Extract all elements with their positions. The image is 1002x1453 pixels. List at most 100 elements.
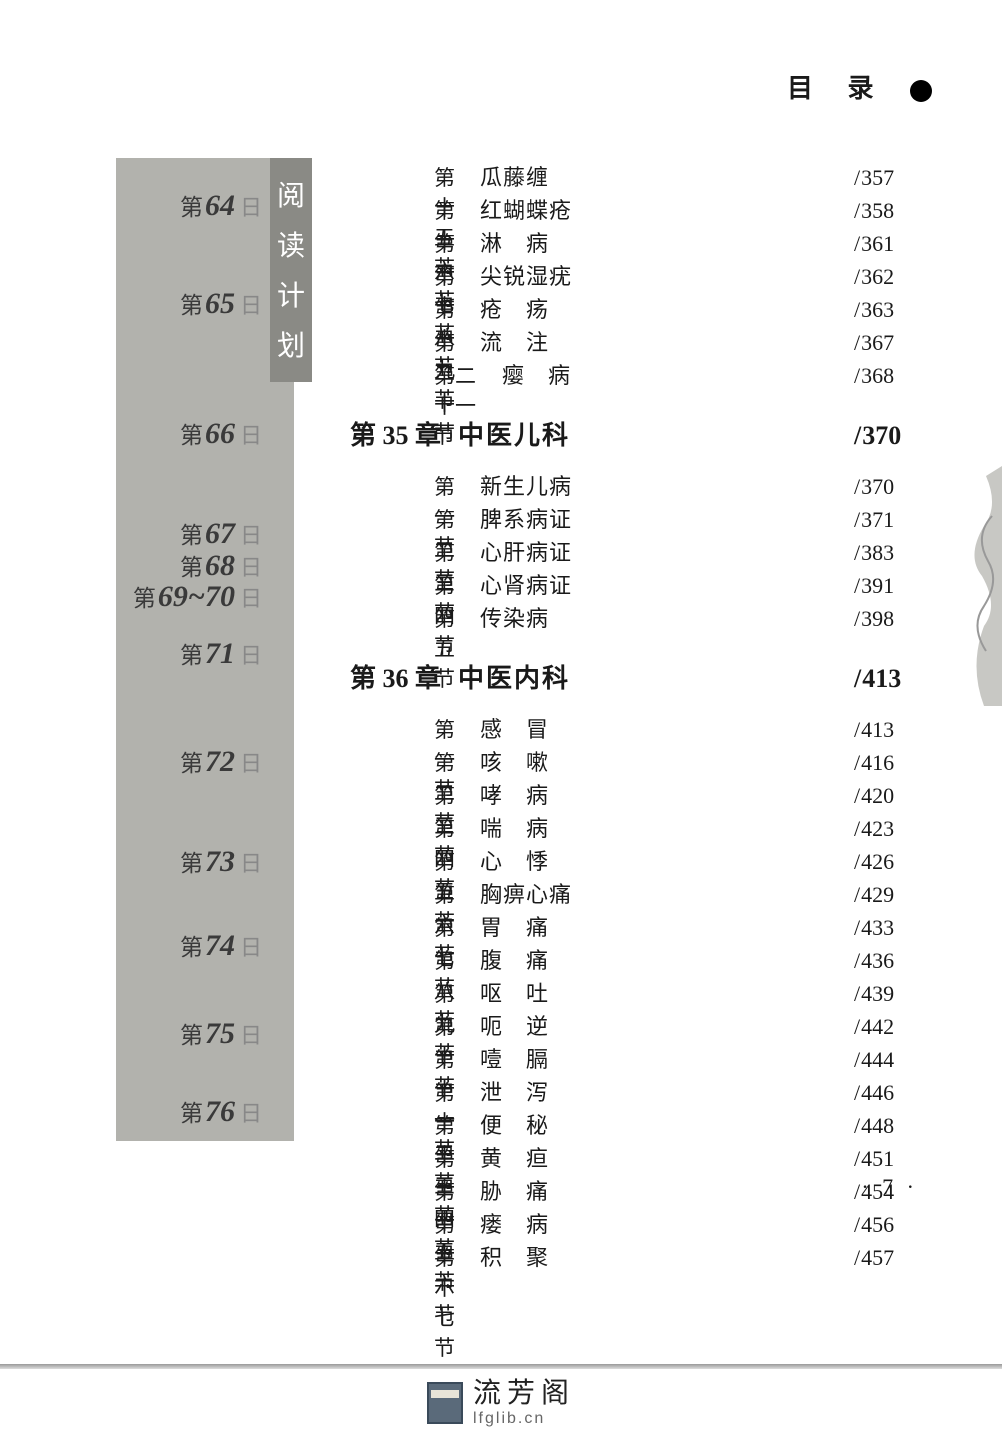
section-page: /446: [854, 1080, 930, 1106]
toc-section-row: 第十五节 胁 痛 /454: [350, 1174, 930, 1207]
toc-section-row: 第五节 传染病 /398: [350, 601, 930, 634]
day-number: 74: [205, 929, 235, 962]
section-page: /439: [854, 981, 930, 1007]
toc-section-row: 第十七节 淋 病 /361: [350, 226, 930, 259]
section-page: /429: [854, 882, 930, 908]
section-title: 感 冒: [462, 712, 854, 744]
section-page: /357: [854, 165, 930, 191]
day-number: 72: [205, 745, 235, 778]
reading-day-item: 第73日: [180, 844, 262, 879]
section-page: /391: [854, 573, 930, 599]
toc-chapter-row: 第 35 章 中医儿科 /370: [350, 415, 930, 459]
day-prefix: 第: [133, 586, 156, 611]
day-suffix: 日: [240, 935, 262, 960]
section-page: /457: [854, 1245, 930, 1271]
section-title: 胁 痛: [462, 1174, 854, 1206]
sidebar-tab-char: 计: [270, 272, 312, 322]
chapter-title: 中医儿科: [458, 415, 854, 452]
section-page: /371: [854, 507, 930, 533]
section-title: 胃 痛: [462, 910, 854, 942]
day-suffix: 日: [240, 523, 262, 548]
day-prefix: 第: [180, 643, 203, 668]
reading-day-item: 第74日: [180, 928, 262, 963]
section-title: 喘 病: [462, 811, 854, 843]
section-title: 新生儿病: [462, 469, 854, 501]
toc-section-row: 第四节 喘 病 /423: [350, 811, 930, 844]
book-icon: [427, 1382, 463, 1424]
day-number: 75: [205, 1017, 235, 1050]
section-title: 呃 逆: [462, 1009, 854, 1041]
footer-branding: 流芳阁 lfglib.cn: [427, 1379, 575, 1427]
section-page: /361: [854, 231, 930, 257]
section-title: 胸痹心痛: [462, 877, 854, 909]
section-page: /370: [854, 474, 930, 500]
day-suffix: 日: [240, 851, 262, 876]
toc-section-row: 第十一节 噎 膈 /444: [350, 1042, 930, 1075]
toc-section-row: 第三节 哮 病 /420: [350, 778, 930, 811]
section-page: /451: [854, 1146, 930, 1172]
section-label: 第十七节: [350, 1242, 462, 1362]
toc-section-row: 第十九节 疮 疡 /363: [350, 292, 930, 325]
section-page: /420: [854, 783, 930, 809]
reading-plan-sidebar: 阅读计划 第64日第65日第66日第67日第68日第69~70日第71日第72日…: [116, 158, 294, 1141]
section-title: 泄 泻: [462, 1075, 854, 1107]
reading-day-item: 第64日: [180, 188, 262, 223]
footer-text: 流芳阁 lfglib.cn: [473, 1379, 575, 1427]
header-dot-icon: [910, 80, 932, 102]
section-title: 瘿 病: [484, 358, 854, 390]
chapter-label: 第 35 章: [350, 415, 458, 452]
day-suffix: 日: [240, 555, 262, 580]
section-page: /436: [854, 948, 930, 974]
section-title: 心肾病证: [462, 568, 854, 600]
day-prefix: 第: [180, 935, 203, 960]
section-title: 咳 嗽: [462, 745, 854, 777]
day-number: 66: [205, 417, 235, 450]
section-title: 心 悸: [462, 844, 854, 876]
day-prefix: 第: [180, 195, 203, 220]
page-header: 目 录: [787, 68, 932, 105]
toc-section-row: 第二节 脾系病证 /371: [350, 502, 930, 535]
section-title: 红蝴蝶疮: [462, 193, 854, 225]
day-suffix: 日: [240, 586, 262, 611]
chapter-label: 第 36 章: [350, 658, 458, 695]
reading-day-item: 第69~70日: [133, 579, 262, 614]
section-page: /456: [854, 1212, 930, 1238]
day-prefix: 第: [180, 751, 203, 776]
toc-section-row: 第二十一节 瘿 病 /368: [350, 358, 930, 391]
toc-section-row: 第十节 呃 逆 /442: [350, 1009, 930, 1042]
toc-section-row: 第十四节 黄 疸 /451: [350, 1141, 930, 1174]
section-title: 黄 疸: [462, 1141, 854, 1173]
reading-day-item: 第75日: [180, 1016, 262, 1051]
toc-section-row: 第七节 胃 痛 /433: [350, 910, 930, 943]
toc-section-row: 第十五节 瓜藤缠 /357: [350, 160, 930, 193]
day-suffix: 日: [240, 751, 262, 776]
day-suffix: 日: [240, 1023, 262, 1048]
section-page: /444: [854, 1047, 930, 1073]
toc-section-row: 第九节 呕 吐 /439: [350, 976, 930, 1009]
section-title: 瘘 病: [462, 1207, 854, 1239]
toc-section-row: 第一节 感 冒 /413: [350, 712, 930, 745]
day-number: 68: [205, 549, 235, 582]
section-page: /398: [854, 606, 930, 632]
section-title: 便 秘: [462, 1108, 854, 1140]
footer: 流芳阁 lfglib.cn: [0, 1364, 1002, 1429]
sidebar-tab-char: 划: [270, 322, 312, 372]
section-title: 瓜藤缠: [462, 160, 854, 192]
day-suffix: 日: [240, 423, 262, 448]
toc-section-row: 第八节 腹 痛 /436: [350, 943, 930, 976]
toc-section-row: 第十六节 瘘 病 /456: [350, 1207, 930, 1240]
section-page: /358: [854, 198, 930, 224]
day-prefix: 第: [180, 293, 203, 318]
section-page: /433: [854, 915, 930, 941]
toc-section-row: 第十八节 尖锐湿疣 /362: [350, 259, 930, 292]
section-page: /426: [854, 849, 930, 875]
section-title: 心肝病证: [462, 535, 854, 567]
footer-site-url: lfglib.cn: [473, 1410, 575, 1428]
section-title: 噎 膈: [462, 1042, 854, 1074]
day-suffix: 日: [240, 643, 262, 668]
toc-section-row: 第一节 新生儿病 /370: [350, 469, 930, 502]
section-page: /363: [854, 297, 930, 323]
sidebar-tab-label: 阅读计划: [270, 158, 312, 382]
footer-divider: [0, 1364, 1002, 1369]
day-prefix: 第: [180, 423, 203, 448]
